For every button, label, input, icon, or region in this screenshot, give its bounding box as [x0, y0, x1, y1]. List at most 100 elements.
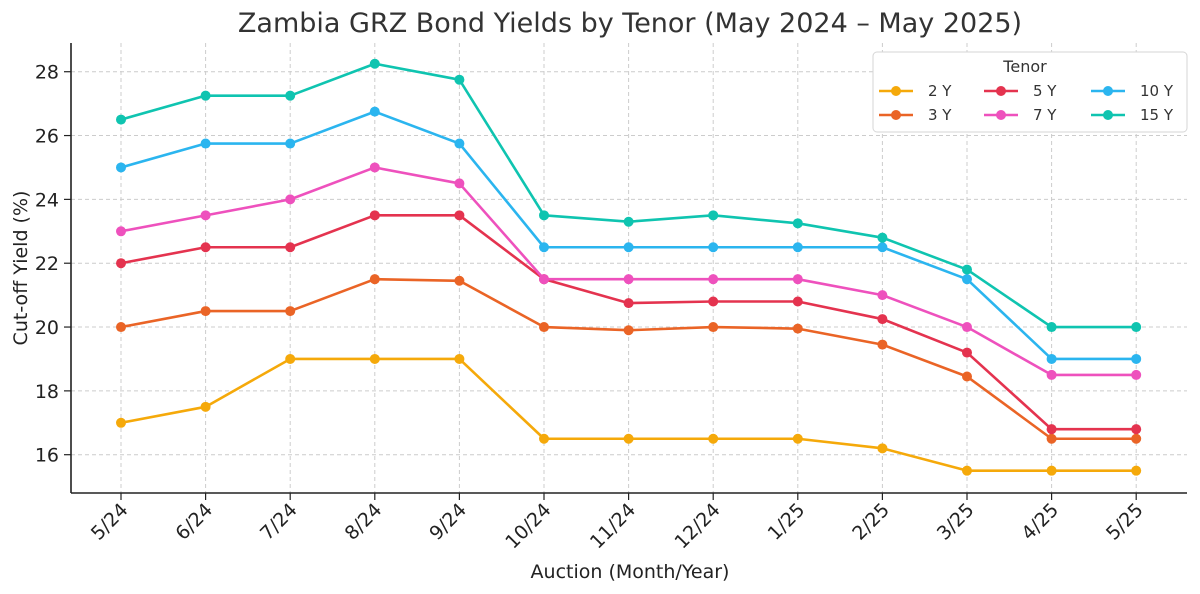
data-point-5y	[116, 258, 126, 269]
data-point-3y	[792, 323, 803, 334]
x-tick-label: 6/24	[171, 499, 217, 545]
y-tick-label: 26	[35, 126, 59, 148]
data-point-10y	[454, 138, 465, 149]
data-point-3y	[1046, 433, 1057, 444]
data-point-15y	[708, 210, 719, 221]
legend-item-3y: 3 Y	[879, 106, 952, 124]
y-axis-title: Cut-off Yield (%)	[10, 191, 32, 346]
data-point-15y	[285, 90, 296, 101]
data-point-15y	[1131, 322, 1142, 333]
data-point-3y	[962, 371, 972, 382]
data-point-5y	[962, 347, 972, 358]
data-point-2y	[1131, 465, 1142, 476]
x-tick-label: 4/25	[1017, 499, 1063, 545]
data-point-5y	[1131, 424, 1142, 435]
data-point-3y	[116, 322, 126, 333]
y-tick-label: 22	[35, 253, 59, 275]
data-point-10y	[1046, 353, 1057, 364]
data-point-7y	[962, 322, 972, 333]
data-point-10y	[539, 242, 549, 253]
legend-swatch-marker	[1103, 110, 1113, 120]
data-point-15y	[623, 216, 634, 227]
data-point-5y	[623, 298, 634, 309]
data-point-7y	[539, 274, 549, 285]
legend-title: Tenor	[1002, 57, 1047, 76]
data-point-7y	[285, 194, 296, 205]
data-point-2y	[200, 401, 211, 412]
data-point-15y	[200, 90, 211, 101]
data-point-2y	[708, 433, 719, 444]
data-point-7y	[792, 274, 803, 285]
legend-label: 10 Y	[1140, 82, 1174, 100]
data-point-2y	[877, 443, 888, 454]
data-point-2y	[962, 465, 972, 476]
data-point-10y	[1131, 353, 1142, 364]
data-point-3y	[369, 274, 380, 285]
data-point-2y	[369, 353, 380, 364]
legend-swatch-marker	[891, 110, 901, 120]
data-point-7y	[200, 210, 211, 221]
data-point-2y	[116, 417, 126, 428]
data-point-7y	[1046, 369, 1057, 380]
x-tick-label: 11/24	[586, 499, 640, 553]
data-point-3y	[877, 339, 888, 350]
y-tick-label: 16	[35, 445, 59, 467]
data-point-2y	[1046, 465, 1057, 476]
data-point-2y	[792, 433, 803, 444]
data-point-10y	[708, 242, 719, 253]
data-point-2y	[539, 433, 549, 444]
data-point-15y	[877, 232, 888, 243]
x-tick-label: 9/24	[425, 499, 471, 545]
series-group	[116, 58, 1142, 476]
x-tick-label: 1/25	[764, 499, 810, 545]
legend-label: 7 Y	[1033, 106, 1057, 124]
data-point-10y	[369, 106, 380, 117]
data-point-3y	[285, 306, 296, 317]
chart-title: Zambia GRZ Bond Yields by Tenor (May 202…	[238, 8, 1022, 39]
legend-item-5y: 5 Y	[984, 82, 1057, 100]
y-tick-label: 18	[35, 381, 59, 403]
data-point-3y	[1131, 433, 1142, 444]
x-tick-label: 12/24	[670, 499, 724, 553]
data-point-3y	[623, 325, 634, 336]
data-point-7y	[623, 274, 634, 285]
y-tick-label: 24	[35, 189, 59, 211]
data-point-7y	[1131, 369, 1142, 380]
legend-label: 15 Y	[1140, 106, 1174, 124]
legend-item-10y: 10 Y	[1091, 82, 1174, 100]
x-tick-label: 5/24	[87, 499, 133, 545]
data-point-5y	[1046, 424, 1057, 435]
x-tick-label: 7/24	[256, 499, 302, 545]
data-point-15y	[962, 264, 972, 275]
data-point-3y	[454, 275, 465, 286]
legend-items: 2 Y 3 Y 5 Y 7 Y 10 Y 15 Y	[879, 82, 1174, 124]
grid	[71, 43, 1187, 493]
data-point-2y	[285, 353, 296, 364]
data-point-3y	[200, 306, 211, 317]
data-point-3y	[708, 322, 719, 333]
data-point-15y	[369, 58, 380, 69]
data-point-5y	[877, 314, 888, 325]
data-point-5y	[200, 242, 211, 253]
legend-item-2y: 2 Y	[879, 82, 952, 100]
legend-label: 3 Y	[928, 106, 952, 124]
data-point-15y	[1046, 322, 1057, 333]
data-point-5y	[708, 296, 719, 307]
legend-swatch-marker	[996, 110, 1006, 120]
x-axis-title: Auction (Month/Year)	[531, 561, 730, 583]
legend-swatch-marker	[1103, 86, 1113, 96]
data-point-10y	[962, 274, 972, 285]
data-point-10y	[792, 242, 803, 253]
legend-item-15y: 15 Y	[1091, 106, 1174, 124]
data-point-5y	[792, 296, 803, 307]
data-point-3y	[539, 322, 549, 333]
data-point-10y	[623, 242, 634, 253]
data-point-7y	[877, 290, 888, 301]
y-tick-label: 20	[35, 317, 59, 339]
data-point-7y	[369, 162, 380, 173]
data-point-5y	[369, 210, 380, 221]
x-tick-label: 10/24	[501, 499, 555, 553]
data-point-10y	[116, 162, 126, 173]
legend-label: 2 Y	[928, 82, 952, 100]
